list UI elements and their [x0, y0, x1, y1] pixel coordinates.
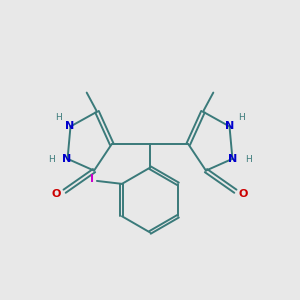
Text: O: O — [52, 189, 61, 199]
Text: O: O — [239, 189, 248, 199]
Text: H: H — [48, 155, 55, 164]
Text: H: H — [55, 112, 62, 122]
Text: N: N — [228, 154, 238, 164]
Text: H: H — [238, 112, 245, 122]
Text: N: N — [226, 121, 235, 131]
Text: I: I — [90, 174, 94, 184]
Text: H: H — [245, 155, 252, 164]
Text: N: N — [65, 121, 74, 131]
Text: N: N — [62, 154, 72, 164]
